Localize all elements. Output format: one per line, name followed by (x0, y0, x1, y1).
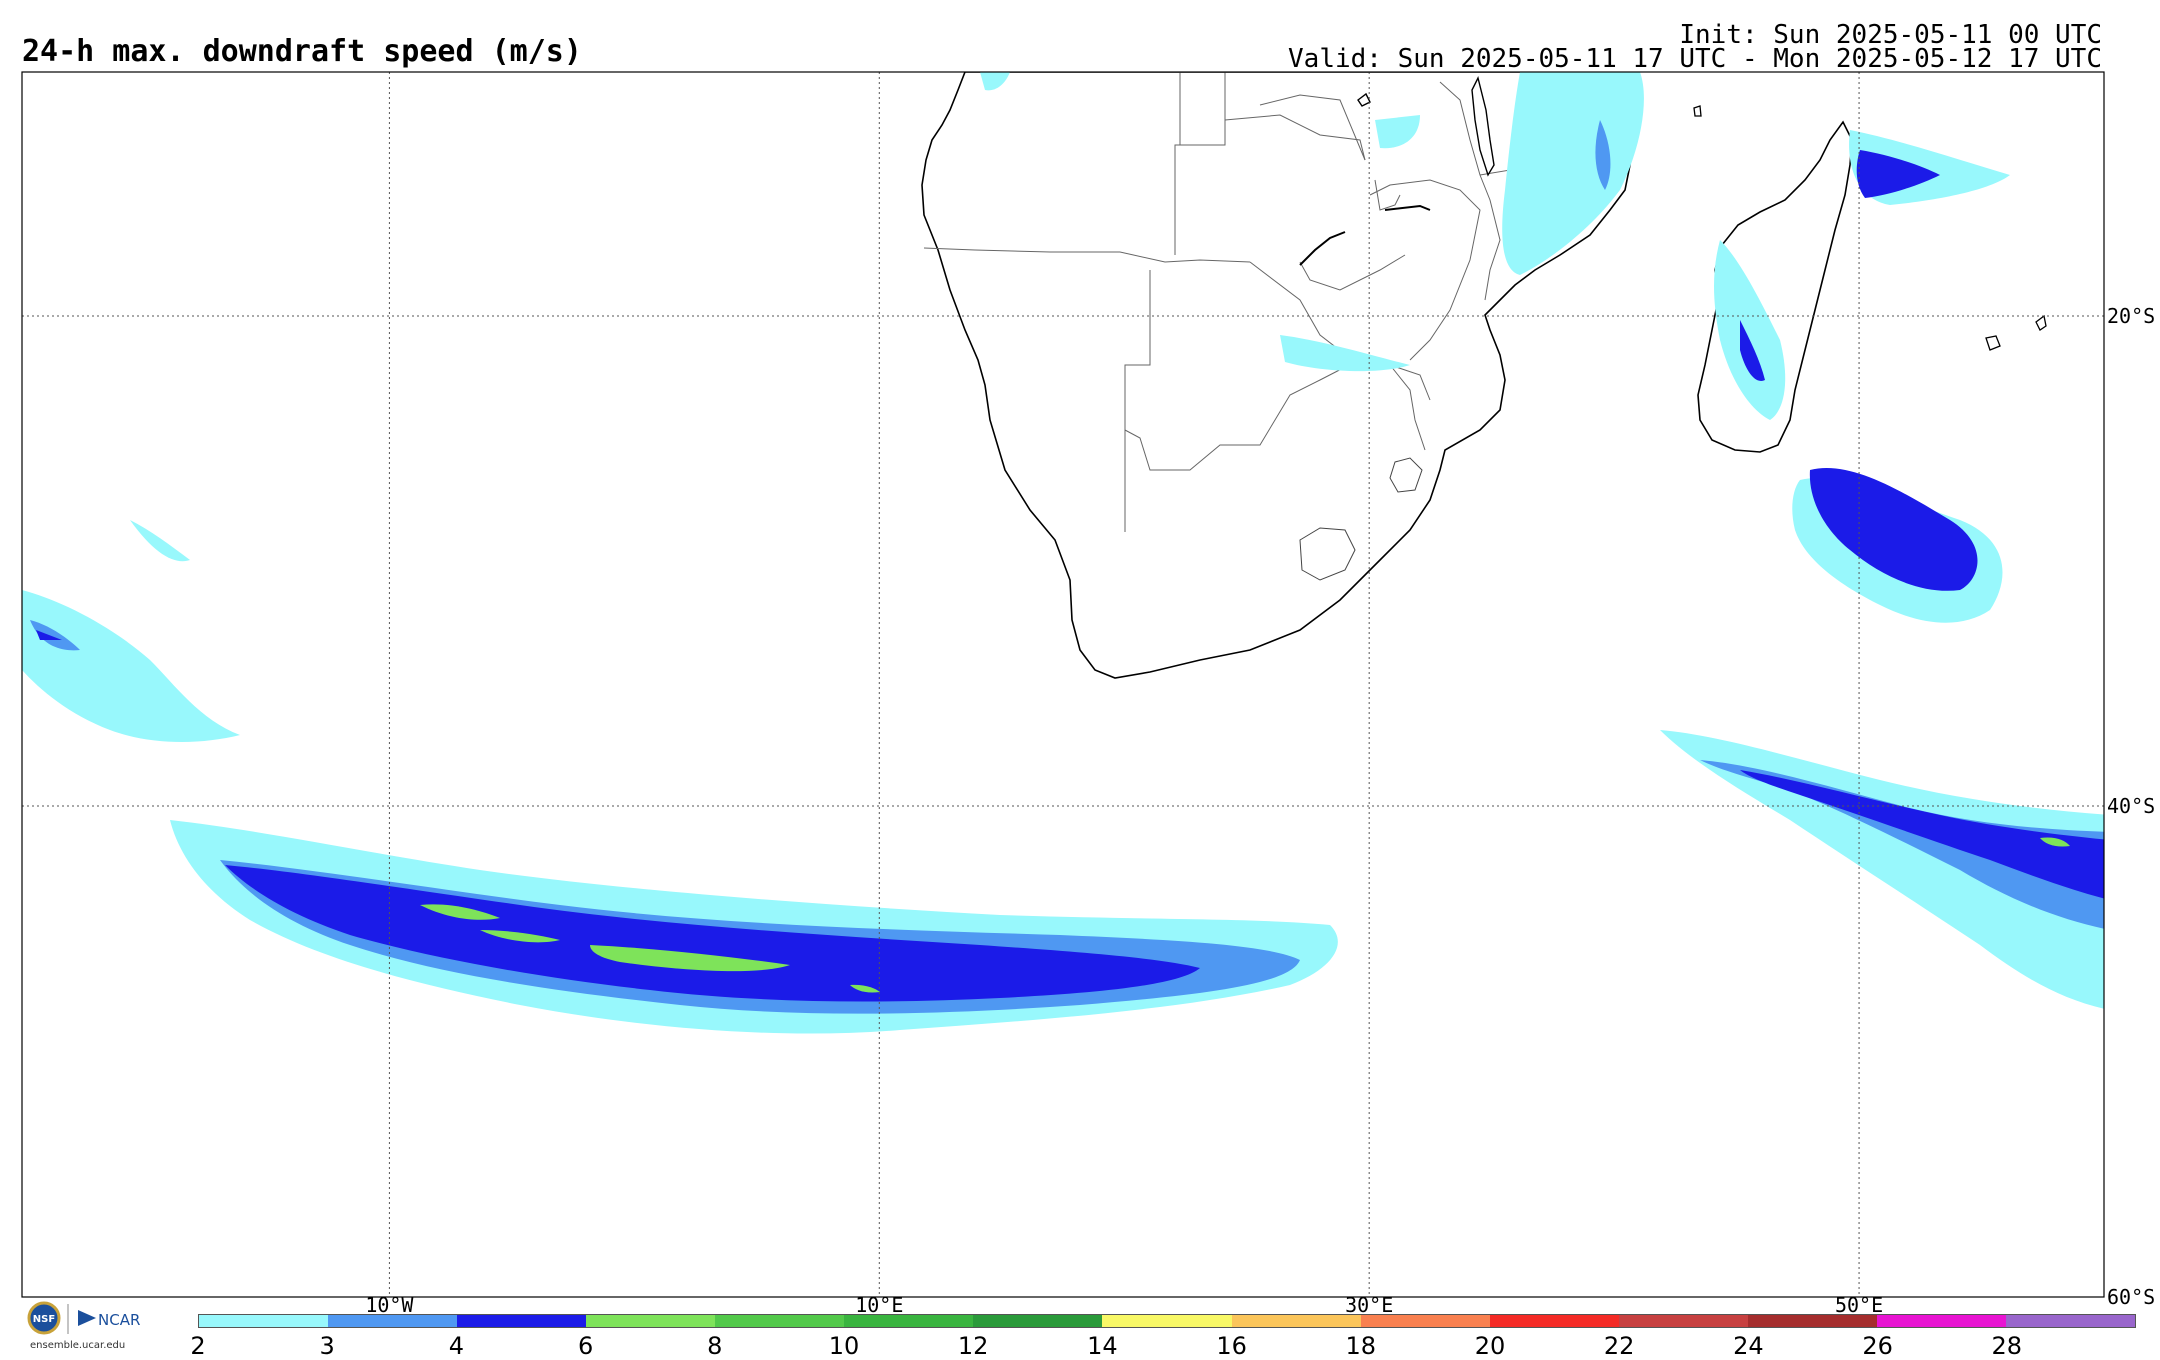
lon-label-30e: 30°E (1345, 1293, 1393, 1317)
comoros-island (1693, 105, 1702, 117)
colorbar-tick-label: 10 (828, 1332, 860, 1360)
colorbar-tick-label: 6 (577, 1332, 594, 1360)
colorbar-tick-label: 20 (1474, 1332, 1506, 1360)
colorbar-tick-label: 18 (1345, 1332, 1377, 1360)
lake-kariba (1299, 231, 1346, 266)
colorbar-tick-label: 24 (1733, 1332, 1764, 1360)
graticule (22, 72, 2104, 1297)
plot-frame (21, 71, 2105, 1298)
lat-label-20s: 20°S (2107, 304, 2155, 328)
lon-label-10e: 10°E (855, 1293, 903, 1317)
colorbar-segment (328, 1315, 458, 1327)
colorbar-tick-label: 26 (1862, 1332, 1893, 1360)
downdraft-wisps-west (22, 520, 240, 742)
downdraft-band-indian-ocean (1660, 730, 2104, 1009)
eswatini-border (1389, 457, 1423, 493)
colorbar-tick-label: 22 (1603, 1332, 1635, 1360)
lesotho-border (1299, 527, 1356, 581)
colorbar-tick-label: 8 (707, 1332, 723, 1360)
colorbar-segment (1747, 1315, 1877, 1327)
colorbar-segment (586, 1315, 716, 1327)
colorbar-segment (199, 1315, 329, 1327)
colorbar-segment (2005, 1315, 2135, 1327)
colorbar-tick-label: 14 (1087, 1332, 1118, 1360)
colorbar-segment (1231, 1315, 1361, 1327)
downdraft-band-atlantic (170, 820, 1338, 1034)
colorbar-segment (1360, 1315, 1490, 1327)
colorbar-segment (457, 1315, 587, 1327)
reunion-island (1985, 335, 2001, 351)
colorbar-segment (1876, 1315, 2006, 1327)
ncar-logo-icon (78, 1310, 96, 1326)
colorbar-tick-label: 3 (319, 1332, 335, 1360)
colorbar-tick-label: 12 (957, 1332, 989, 1360)
colorbar-segment (973, 1315, 1103, 1327)
lake-malawi (1471, 75, 1495, 177)
colorbar-tick-label: 4 (448, 1332, 465, 1360)
colorbar (198, 1314, 2136, 1328)
map-title: 24-h max. downdraft speed (m/s) (22, 34, 582, 69)
nsf-logo-text: NSF (33, 1314, 55, 1325)
valid-time: Valid: Sun 2025-05-11 17 UTC - Mon 2025-… (1288, 44, 2102, 74)
init-time: Init: Sun 2025-05-11 00 UTC (1679, 20, 2102, 50)
colorbar-segment (1618, 1315, 1748, 1327)
nsf-ncar-logo: NSF NCAR (27, 1301, 140, 1335)
ncar-logo-text: NCAR (98, 1311, 140, 1329)
mauritius-island (2035, 314, 2047, 331)
colorbar-tick-label: 28 (1991, 1332, 2023, 1360)
colorbar-segment (1489, 1315, 1619, 1327)
colorbar-tick-label: 2 (190, 1332, 206, 1360)
lake-victoria-fragment (1357, 92, 1371, 107)
lon-label-50e: 50°E (1835, 1293, 1883, 1317)
lat-label-40s: 40°S (2107, 794, 2155, 818)
country-borders (923, 72, 1531, 532)
lon-label-10w: 10°W (365, 1293, 414, 1317)
colorbar-segment (1102, 1315, 1232, 1327)
lat-label-60s: 60°S (2107, 1285, 2155, 1309)
colorbar-segment (715, 1315, 845, 1327)
colorbar-tick-label: 16 (1216, 1332, 1247, 1360)
africa-coastline (921, 72, 1631, 679)
nsf-logo-icon (27, 1301, 61, 1335)
site-url: ensemble.ucar.edu (30, 1340, 126, 1351)
downdraft-scatter-north (980, 72, 1644, 372)
colorbar-segment (844, 1315, 974, 1327)
downdraft-cluster-madagascar (1714, 130, 2010, 623)
lake-cahora (1384, 204, 1431, 211)
